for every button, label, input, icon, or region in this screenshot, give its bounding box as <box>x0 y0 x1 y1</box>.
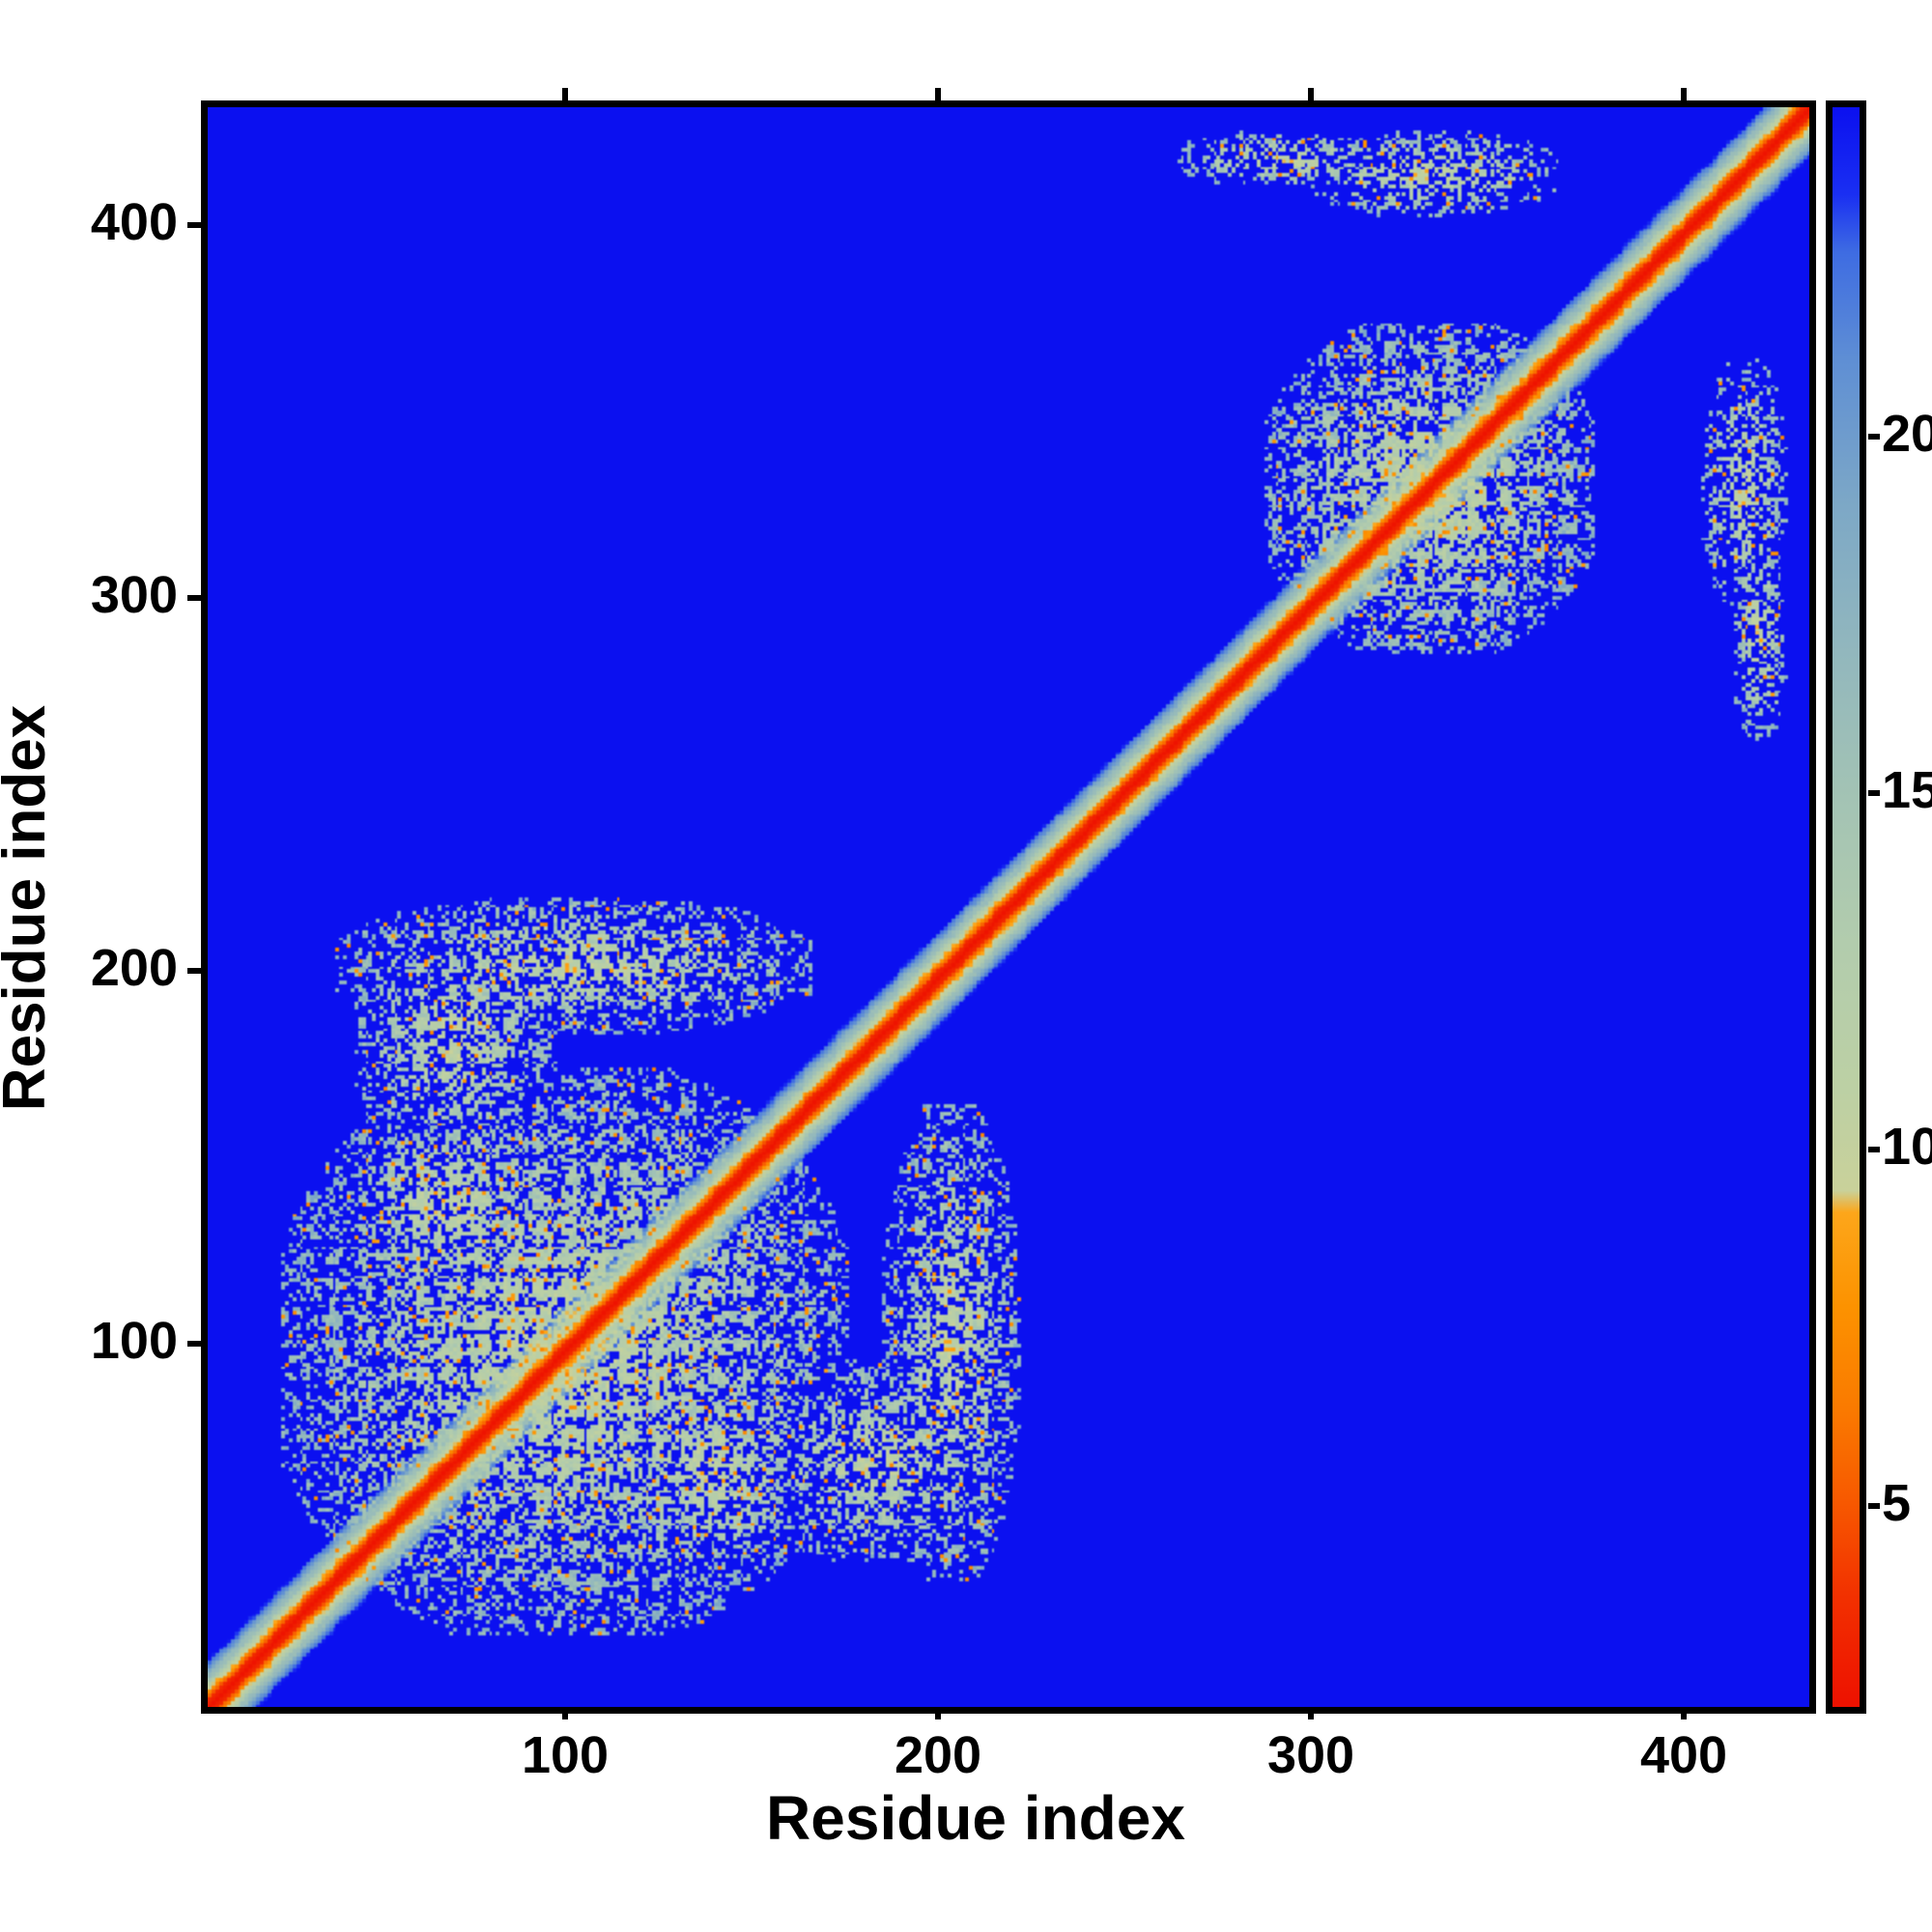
x-tick-label-400: 400 <box>1639 1726 1728 1784</box>
x-tick-label-100: 100 <box>521 1726 610 1784</box>
y-axis-title: Residue index <box>0 704 58 1112</box>
y-tick-300 <box>187 595 201 601</box>
x-tick-300 <box>1308 1707 1314 1719</box>
colorbar-tick-5 <box>1868 1503 1880 1509</box>
colorbar-tick-15 <box>1868 790 1880 796</box>
x-tick-top-300 <box>1308 88 1314 100</box>
y-tick-label-200: 200 <box>90 939 178 997</box>
x-tick-top-400 <box>1681 88 1687 100</box>
distance-matrix-heatmap <box>208 107 1809 1707</box>
colorbar-label-15: 15 <box>1882 761 1932 819</box>
x-tick-100 <box>562 1707 568 1719</box>
y-tick-label-100: 100 <box>90 1312 178 1370</box>
x-tick-label-300: 300 <box>1266 1726 1355 1784</box>
colorbar-label-5: 5 <box>1882 1474 1912 1532</box>
colorbar-label-20: 20 <box>1882 405 1932 463</box>
heatmap-plot-area <box>201 100 1816 1714</box>
colorbar-tick-10 <box>1868 1147 1880 1152</box>
x-tick-top-100 <box>562 88 568 100</box>
y-tick-100 <box>187 1341 201 1347</box>
colorbar-strip <box>1826 100 1866 1714</box>
y-tick-label-300: 300 <box>90 566 178 624</box>
colorbar: 20 15 10 5 <box>1826 100 1932 1714</box>
x-tick-200 <box>935 1707 941 1719</box>
colorbar-gradient <box>1833 107 1860 1707</box>
x-tick-label-200: 200 <box>894 1726 982 1784</box>
y-tick-400 <box>187 222 201 228</box>
x-axis-title: Residue index <box>766 1783 1185 1853</box>
colorbar-label-10: 10 <box>1882 1118 1932 1176</box>
x-tick-400 <box>1681 1707 1687 1719</box>
x-tick-top-200 <box>935 88 941 100</box>
y-tick-200 <box>187 968 201 974</box>
y-tick-label-400: 400 <box>90 193 178 251</box>
colorbar-tick-20 <box>1868 434 1880 440</box>
